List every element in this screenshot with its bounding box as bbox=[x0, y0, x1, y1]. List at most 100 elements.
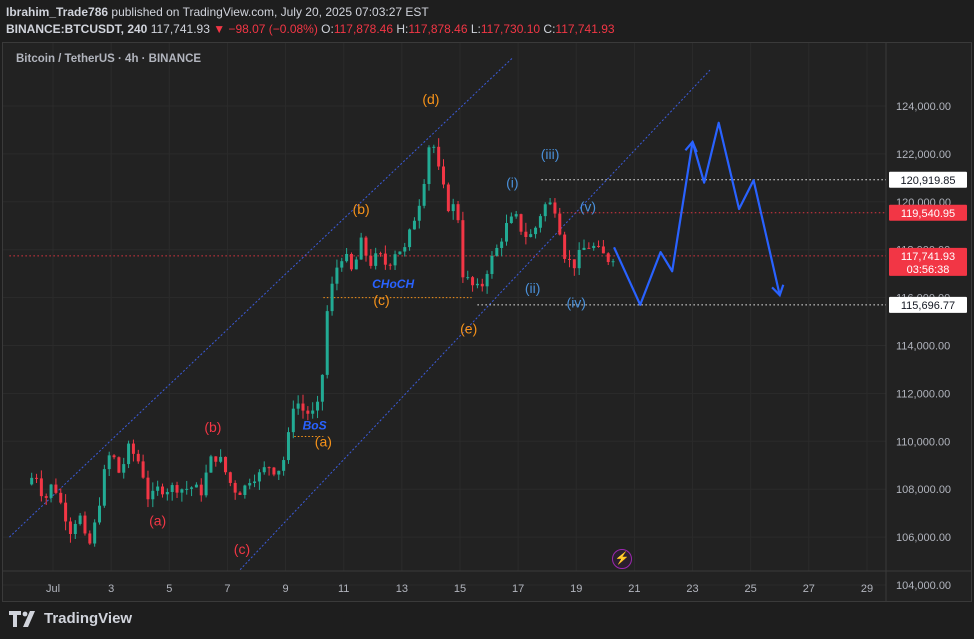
candle-body bbox=[117, 457, 121, 473]
candle-body bbox=[175, 485, 179, 493]
tradingview-logo[interactable]: TradingView bbox=[9, 610, 132, 627]
candle-body bbox=[228, 472, 232, 483]
y-tick-label: 114,000.00 bbox=[896, 341, 950, 353]
candle-body bbox=[306, 410, 310, 414]
candle-body bbox=[345, 253, 349, 262]
candle-body bbox=[451, 204, 455, 212]
price-label-text: 120,919.85 bbox=[900, 175, 955, 187]
x-tick-label: 17 bbox=[512, 583, 524, 595]
candle-body bbox=[54, 484, 58, 493]
close-value: 117,741.93 bbox=[555, 22, 615, 36]
candle-body bbox=[572, 259, 576, 269]
candle-body bbox=[156, 486, 160, 491]
wave-label: (e) bbox=[460, 321, 477, 337]
y-tick-label: 106,000.00 bbox=[896, 532, 951, 544]
candle-body bbox=[199, 484, 203, 496]
candle-body bbox=[393, 254, 397, 266]
plot-area: (a) (b) (c) (a) (b) (c) (d) (e) (i) (ii) (iii) (iv)… bbox=[9, 57, 886, 571]
projection-arrowhead-up bbox=[684, 139, 698, 153]
x-tick-label: 29 bbox=[861, 583, 873, 595]
candle-body bbox=[490, 255, 494, 274]
x-tick-label: 7 bbox=[224, 583, 230, 595]
candle-body bbox=[286, 432, 290, 461]
candle-body bbox=[330, 283, 334, 312]
candle-body bbox=[543, 204, 547, 217]
candle-body bbox=[408, 229, 412, 248]
candle-body bbox=[611, 261, 615, 263]
x-tick-label: 19 bbox=[570, 583, 582, 595]
candle-body bbox=[519, 214, 523, 232]
candle-body bbox=[417, 205, 421, 221]
chart-panel[interactable]: 104,000.00 106,000.00 108,000.00 110,000.00… bbox=[2, 42, 972, 602]
candle-body bbox=[233, 482, 237, 493]
candle-body bbox=[320, 374, 324, 402]
candle-body bbox=[582, 247, 586, 250]
candle-body bbox=[165, 492, 169, 495]
price-chart[interactable]: 104,000.00 106,000.00 108,000.00 110,000.00… bbox=[3, 43, 971, 601]
candle-body bbox=[538, 216, 542, 228]
open-label: O: bbox=[321, 22, 334, 36]
candle-body bbox=[136, 453, 140, 462]
candle-body bbox=[44, 496, 48, 498]
candle-body bbox=[68, 521, 72, 535]
wave-label: (d) bbox=[422, 91, 439, 107]
candle-body bbox=[480, 283, 484, 287]
projection-arrowhead-down bbox=[771, 284, 785, 298]
chart-legend: Bitcoin / TetherUS · 4h · BINANCE bbox=[16, 53, 202, 65]
candle-body bbox=[141, 461, 145, 478]
candle-body bbox=[122, 464, 126, 473]
candle-body bbox=[88, 533, 92, 544]
candle-body bbox=[388, 264, 392, 266]
candle-body bbox=[272, 467, 276, 475]
candle-body bbox=[35, 477, 39, 479]
candle-body bbox=[500, 241, 504, 248]
footer: TradingView bbox=[0, 602, 974, 639]
high-value: 117,878.46 bbox=[408, 22, 468, 36]
candle-body bbox=[446, 184, 450, 212]
countdown-label: 03:56:38 bbox=[907, 264, 950, 276]
candle-body bbox=[495, 247, 499, 256]
candle-body bbox=[257, 472, 261, 482]
candle-body bbox=[180, 489, 184, 493]
wave-label: (iii) bbox=[541, 146, 560, 162]
x-tick-label: 9 bbox=[282, 583, 288, 595]
x-tick-label: 21 bbox=[628, 583, 640, 595]
candle-body bbox=[301, 403, 305, 411]
y-tick-label: 110,000.00 bbox=[896, 436, 950, 448]
candle-body bbox=[412, 220, 416, 230]
candle-body bbox=[131, 443, 135, 454]
candle-body bbox=[509, 216, 513, 224]
candle-body bbox=[277, 470, 281, 475]
candle-body bbox=[364, 237, 368, 256]
price-label-box bbox=[889, 247, 967, 276]
candle-body bbox=[466, 277, 470, 279]
candle-body bbox=[39, 478, 43, 497]
candle-body bbox=[243, 485, 247, 495]
lightning-icon[interactable]: ⚡ bbox=[612, 549, 632, 569]
author-name[interactable]: Ibrahim_Trade786 bbox=[6, 5, 109, 19]
y-tick-label: 104,000.00 bbox=[896, 580, 951, 592]
y-tick-label: 124,000.00 bbox=[896, 101, 951, 113]
wave-label: BoS bbox=[303, 419, 327, 433]
wave-label: (v) bbox=[580, 199, 596, 215]
candle-body bbox=[577, 249, 581, 269]
candle-body bbox=[49, 484, 53, 498]
projection-path bbox=[613, 121, 781, 306]
wave-label: (a) bbox=[149, 512, 166, 528]
candle-body bbox=[248, 483, 252, 486]
symbol: BINANCE:BTCUSDT, 240 bbox=[6, 22, 148, 36]
candle-body bbox=[102, 469, 106, 506]
candle-body bbox=[437, 146, 441, 167]
candle-body bbox=[427, 147, 431, 184]
candle-body bbox=[262, 467, 266, 473]
close-label: C: bbox=[543, 22, 556, 36]
candle-body bbox=[379, 253, 383, 255]
x-tick-label: 13 bbox=[396, 583, 408, 595]
candle-body bbox=[461, 220, 465, 278]
candle-body bbox=[73, 523, 77, 535]
candle-body bbox=[548, 202, 552, 205]
candle-body bbox=[223, 456, 227, 473]
x-tick-label: Jul bbox=[46, 583, 60, 595]
open-value: 117,878.46 bbox=[333, 22, 394, 36]
candle-body bbox=[529, 234, 533, 237]
